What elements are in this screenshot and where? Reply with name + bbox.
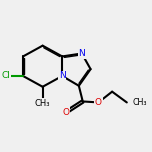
Text: CH₃: CH₃ — [133, 98, 147, 107]
Text: N: N — [59, 71, 66, 81]
Text: Cl: Cl — [1, 71, 10, 81]
Text: O: O — [95, 98, 102, 107]
Text: CH₃: CH₃ — [35, 99, 50, 108]
Text: O: O — [63, 108, 70, 117]
Text: N: N — [78, 49, 85, 58]
